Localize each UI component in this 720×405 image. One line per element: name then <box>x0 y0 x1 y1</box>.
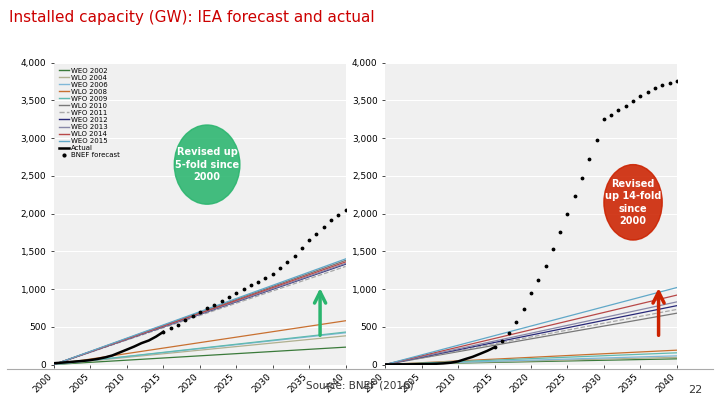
Legend: WEO 2002, WLO 2004, WEO 2006, WLO 2008, WFO 2009, WLO 2010, WFO 2011, WEO 2012, : WEO 2002, WLO 2004, WEO 2006, WLO 2008, … <box>58 66 122 160</box>
Text: 22: 22 <box>688 385 702 395</box>
Text: SOLAR: SOLAR <box>510 44 552 54</box>
Text: WIND: WIND <box>182 44 217 54</box>
Text: Revised up
5-fold since
2000: Revised up 5-fold since 2000 <box>175 147 239 182</box>
Text: Installed capacity (GW): IEA forecast and actual: Installed capacity (GW): IEA forecast an… <box>9 10 374 25</box>
Text: Source: BNEF (2016): Source: BNEF (2016) <box>306 381 414 390</box>
Text: Revised
up 14-fold
since
2000: Revised up 14-fold since 2000 <box>605 179 661 226</box>
Ellipse shape <box>604 164 662 240</box>
Ellipse shape <box>174 125 240 204</box>
